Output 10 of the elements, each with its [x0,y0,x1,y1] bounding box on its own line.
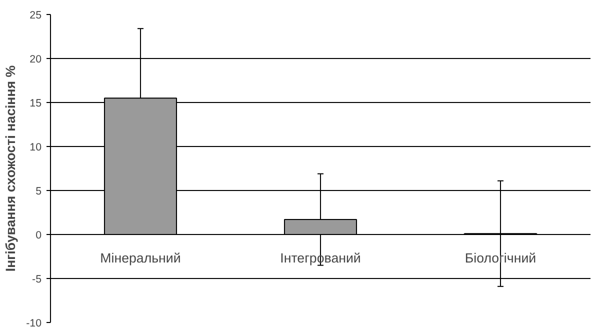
y-tick-label: 20 [30,54,42,66]
y-tick-label: 5 [36,186,42,198]
y-tick-label: -5 [32,274,42,286]
y-tick-label: 0 [36,230,42,242]
y-axis-title: Інгібування схожості насіння % [3,65,18,272]
y-tick-label: 15 [30,98,42,110]
y-tick-label: -10 [26,318,42,330]
y-tick-label: 10 [30,142,42,154]
y-tick-label: 25 [30,10,42,22]
x-tick-label: Мінеральний [100,250,181,266]
